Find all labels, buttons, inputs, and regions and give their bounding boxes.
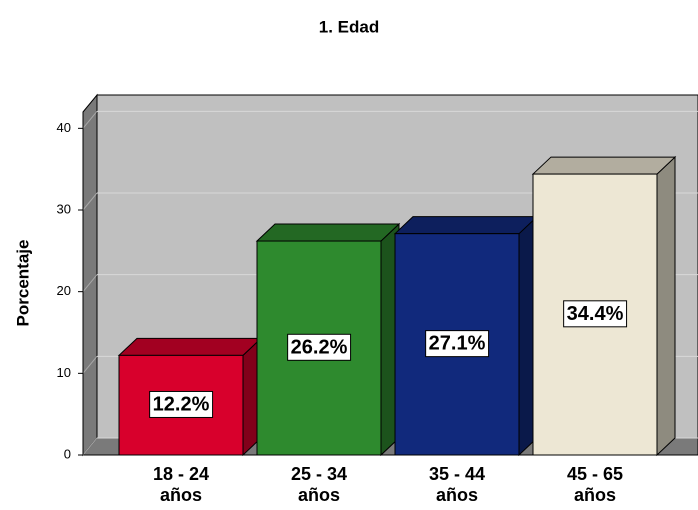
y-tick-label: 0 bbox=[64, 446, 71, 461]
x-tick-label: 45 - 65 años bbox=[566, 464, 624, 505]
grid-line bbox=[82, 111, 98, 129]
y-axis-label: Porcentaje bbox=[13, 240, 32, 327]
grid-line bbox=[82, 274, 98, 292]
x-tick-label: 25 - 34 años bbox=[290, 464, 348, 505]
value-label-box bbox=[563, 300, 628, 328]
y-tick-label: 10 bbox=[57, 365, 71, 380]
y-tick-label: 40 bbox=[57, 120, 71, 135]
bar-top bbox=[255, 223, 401, 242]
value-label: 27.1% bbox=[429, 333, 486, 355]
grid-line bbox=[82, 192, 98, 211]
bar-top bbox=[393, 216, 539, 235]
y-tick-label: 20 bbox=[57, 283, 71, 298]
value-label-box bbox=[149, 390, 214, 418]
chart-title: 1. Edad bbox=[319, 17, 379, 36]
value-label: 34.4% bbox=[567, 303, 624, 325]
value-label-box bbox=[287, 333, 352, 361]
value-label-box bbox=[425, 330, 490, 358]
bar-side bbox=[656, 155, 676, 457]
bar-top bbox=[117, 337, 263, 356]
x-tick-label: 18 - 24 años bbox=[152, 464, 210, 505]
value-label: 26.2% bbox=[291, 336, 348, 358]
grid-line bbox=[82, 437, 98, 456]
bar-top bbox=[531, 156, 677, 175]
y-tick-label: 30 bbox=[57, 201, 71, 216]
left-wall bbox=[82, 93, 98, 457]
value-label: 12.2% bbox=[153, 393, 210, 415]
grid-line bbox=[82, 356, 98, 374]
x-tick-label: 35 - 44 años bbox=[428, 464, 486, 505]
